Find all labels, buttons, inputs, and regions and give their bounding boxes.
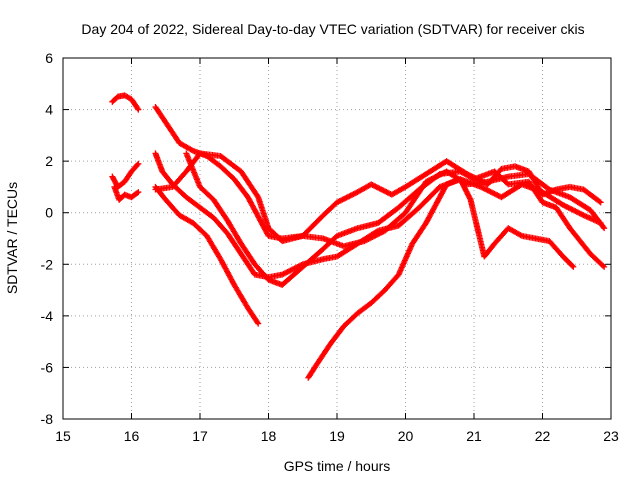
x-tick-label: 22	[535, 428, 551, 444]
series-arc-7	[183, 150, 608, 288]
data-point	[570, 263, 577, 270]
data-point	[435, 171, 442, 178]
data-point	[135, 106, 142, 113]
data-point	[597, 199, 604, 206]
series-arc-2	[109, 160, 142, 190]
y-tick-label: -4	[41, 308, 54, 324]
data-point	[569, 262, 576, 269]
x-tick-label: 18	[261, 428, 277, 444]
y-axis-label: SDTVAR / TECUs	[4, 182, 20, 294]
data-point	[600, 262, 607, 269]
y-tick-label: 4	[45, 102, 53, 118]
y-tick-label: 2	[45, 153, 53, 169]
data-point	[134, 161, 141, 168]
series-arc-9	[305, 176, 577, 381]
x-tick-label: 20	[398, 428, 414, 444]
y-tick-label: -6	[41, 359, 54, 375]
y-tick-label: 0	[45, 205, 53, 221]
data-points	[109, 92, 608, 381]
data-point	[134, 189, 141, 196]
data-point	[600, 223, 607, 230]
data-point	[135, 189, 142, 196]
chart-title: Day 204 of 2022, Sidereal Day-to-day VTE…	[81, 21, 584, 37]
y-tick-label: -2	[41, 256, 54, 272]
data-point	[601, 263, 608, 270]
grid-lines	[63, 58, 611, 419]
data-point	[134, 105, 141, 112]
data-point	[255, 320, 262, 327]
data-point	[596, 198, 603, 205]
y-tick-label: -8	[41, 411, 54, 427]
x-tick-label: 23	[603, 428, 619, 444]
series-arc-8	[152, 183, 262, 327]
x-tick-label: 21	[466, 428, 482, 444]
data-point	[254, 192, 261, 199]
data-point	[135, 160, 142, 167]
series-arc-3	[111, 183, 142, 203]
data-point	[504, 180, 511, 187]
tick-labels: 15 16 17 18 19 20 21 22 23 -8 -6 -4 -2 0 2 4 6	[41, 50, 619, 444]
data-point	[254, 319, 261, 326]
series-arc-1	[109, 92, 142, 113]
x-tick-label: 16	[124, 428, 140, 444]
x-tick-label: 15	[55, 428, 71, 444]
y-tick-label: 6	[45, 50, 53, 66]
x-axis-label: GPS time / hours	[284, 458, 391, 474]
axis-ticks	[62, 57, 612, 420]
x-tick-label: 17	[192, 428, 208, 444]
data-point	[601, 225, 608, 232]
x-tick-label: 19	[329, 428, 345, 444]
